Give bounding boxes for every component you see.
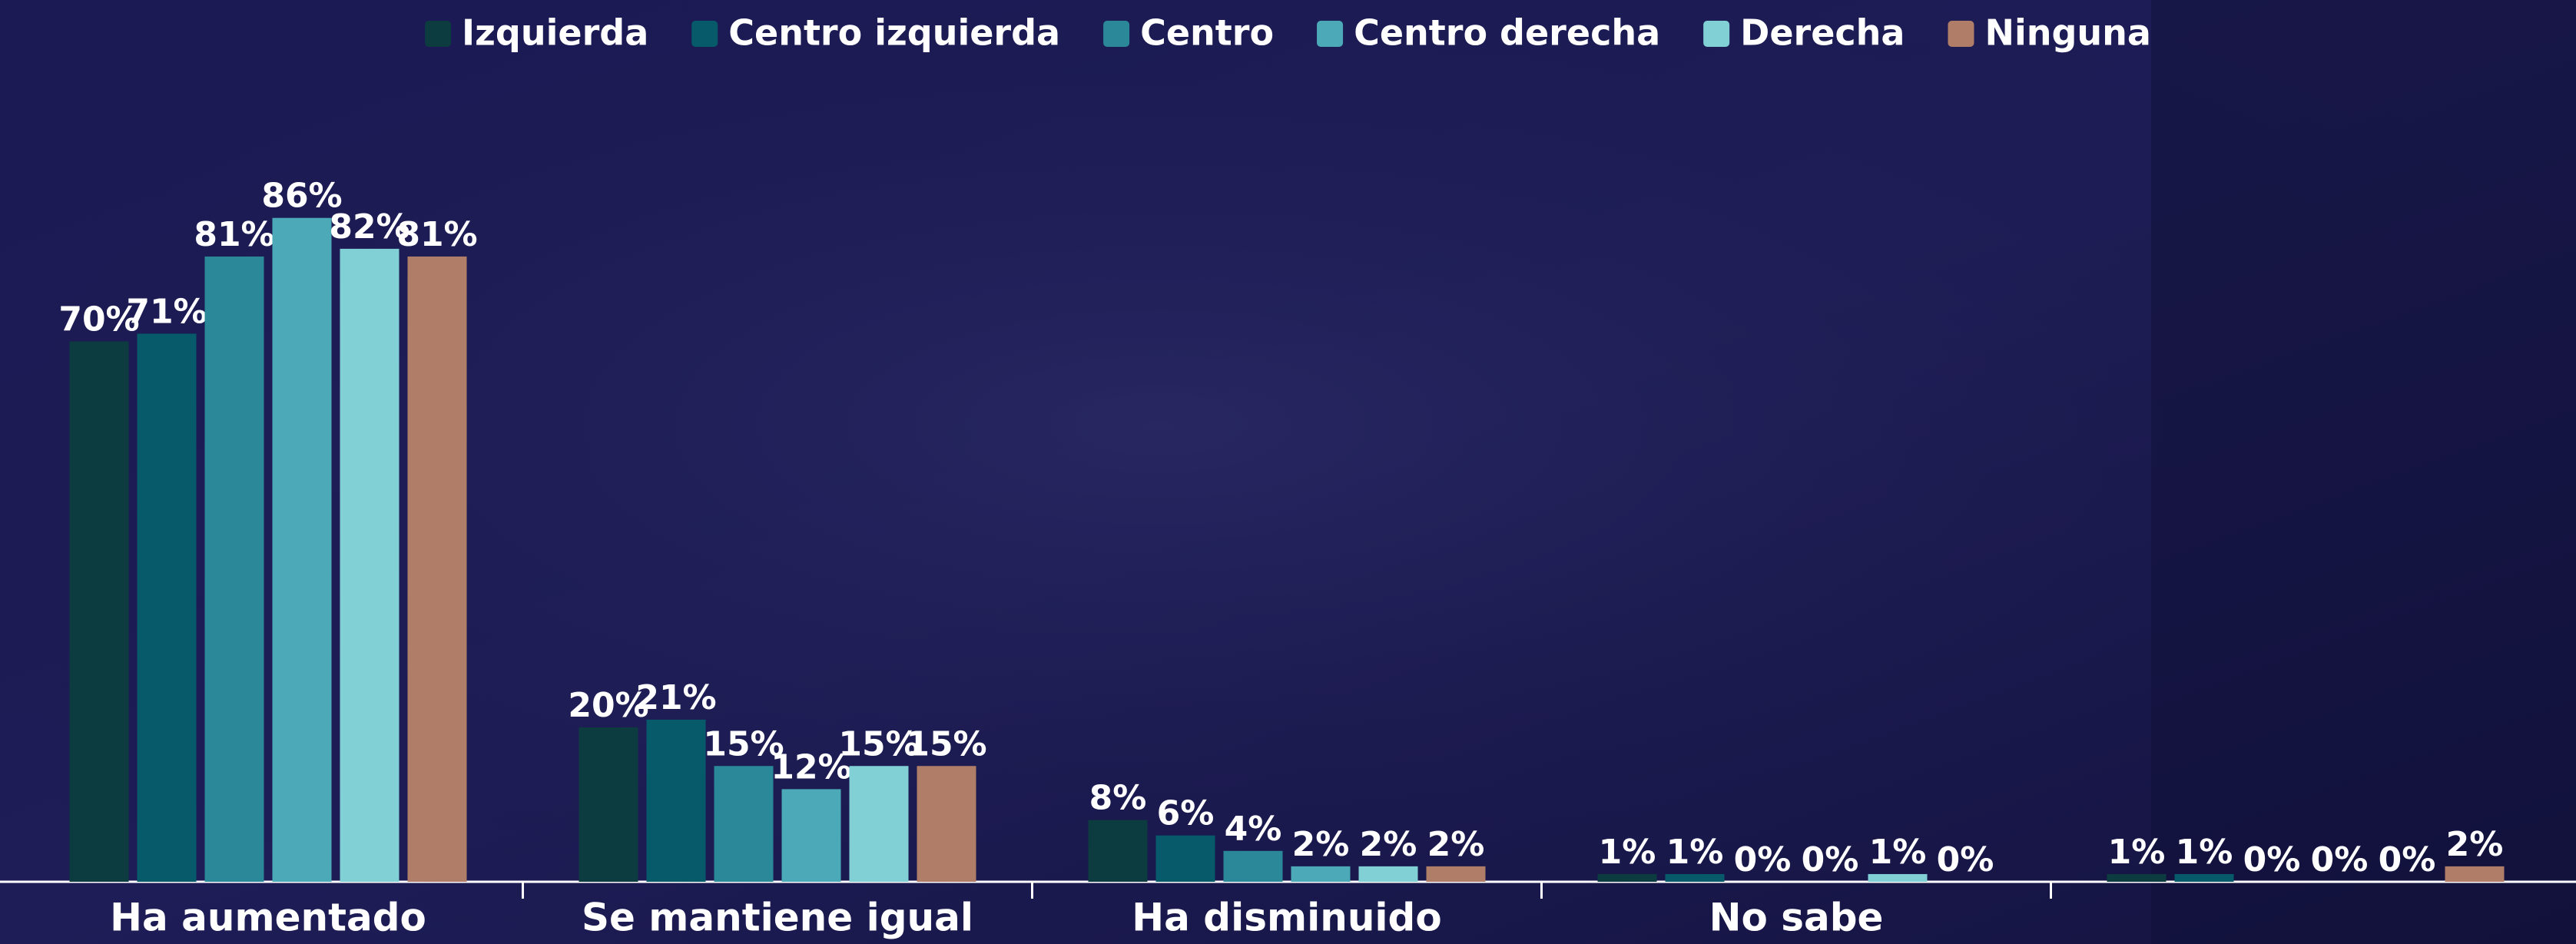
value-label: 81% xyxy=(194,215,274,254)
value-label: 1% xyxy=(2176,833,2233,872)
x-tick-label: No sabe xyxy=(1709,896,1884,940)
value-label: 4% xyxy=(1225,810,1282,849)
bar xyxy=(69,341,129,882)
bar xyxy=(646,719,706,882)
value-label: 15% xyxy=(906,724,986,763)
bar xyxy=(2445,866,2505,882)
value-label: 0% xyxy=(2379,840,2436,879)
legend-label: Izquierda xyxy=(462,12,648,54)
value-label: 1% xyxy=(2108,833,2166,872)
legend-item: Centro xyxy=(1103,12,1274,54)
legend-swatch xyxy=(1703,21,1730,47)
bar xyxy=(2174,873,2234,882)
background-shade xyxy=(2151,0,2576,944)
value-label: 1% xyxy=(1666,833,1724,872)
legend-item: Centro izquierda xyxy=(691,12,1060,54)
bar xyxy=(407,256,467,882)
value-label: 0% xyxy=(1734,840,1792,879)
legend-swatch xyxy=(1317,21,1344,47)
bar xyxy=(1597,873,1657,882)
bar xyxy=(849,766,909,882)
value-label: 8% xyxy=(1089,779,1147,818)
bar xyxy=(1088,820,1148,882)
legend: Izquierda Centro izquierda Centro Centro de… xyxy=(425,12,2151,54)
value-label: 0% xyxy=(1802,840,1859,879)
bar xyxy=(1155,835,1215,882)
value-label: 0% xyxy=(1937,840,1994,879)
bar xyxy=(1223,850,1283,882)
value-label: 70% xyxy=(58,300,139,340)
legend-item: Derecha xyxy=(1703,12,1905,54)
value-label: 2% xyxy=(1360,825,1417,864)
bar xyxy=(1291,866,1351,882)
legend-swatch xyxy=(425,21,452,47)
bar xyxy=(781,789,841,882)
value-label: 2% xyxy=(1292,825,1350,864)
value-label: 20% xyxy=(568,686,648,725)
legend-label: Centro xyxy=(1140,12,1274,54)
legend-swatch xyxy=(691,21,718,47)
bar xyxy=(137,333,197,882)
value-label: 15% xyxy=(838,724,919,763)
value-label: 6% xyxy=(1157,794,1215,833)
value-label: 0% xyxy=(2243,840,2301,879)
value-label: 0% xyxy=(2311,840,2369,879)
value-label: 81% xyxy=(396,215,477,254)
legend-label: Ninguna xyxy=(1984,12,2150,54)
bar xyxy=(579,727,638,882)
value-label: 2% xyxy=(1427,825,1485,864)
x-tick-label: Ha aumentado xyxy=(110,896,426,940)
value-label: 12% xyxy=(771,747,851,787)
legend-item: Ninguna xyxy=(1948,12,2151,54)
bar xyxy=(1426,866,1486,882)
value-label: 71% xyxy=(126,292,207,331)
legend-label: Centro izquierda xyxy=(728,12,1060,54)
bar xyxy=(2107,873,2167,882)
bar xyxy=(917,766,976,882)
value-label: 1% xyxy=(1869,833,1927,872)
value-label: 86% xyxy=(261,177,342,216)
bar xyxy=(204,256,264,882)
value-label: 1% xyxy=(1599,833,1656,872)
x-tick-label: Se mantiene igual xyxy=(582,896,973,940)
legend-item: Centro derecha xyxy=(1317,12,1660,54)
bar xyxy=(340,248,399,882)
legend-swatch xyxy=(1103,21,1130,47)
value-label: 15% xyxy=(703,724,784,763)
legend-swatch xyxy=(1948,21,1974,47)
bar xyxy=(714,766,774,882)
bar xyxy=(1665,873,1725,882)
bar xyxy=(1868,873,1928,882)
x-tick-label: Ha disminuido xyxy=(1132,896,1441,940)
legend-item: Izquierda xyxy=(425,12,648,54)
value-label: 21% xyxy=(635,678,716,717)
bar xyxy=(1358,866,1418,882)
bar xyxy=(272,217,332,882)
value-label: 2% xyxy=(2446,825,2504,864)
legend-label: Derecha xyxy=(1740,12,1905,54)
value-label: 82% xyxy=(329,207,409,247)
legend-label: Centro derecha xyxy=(1354,12,1660,54)
